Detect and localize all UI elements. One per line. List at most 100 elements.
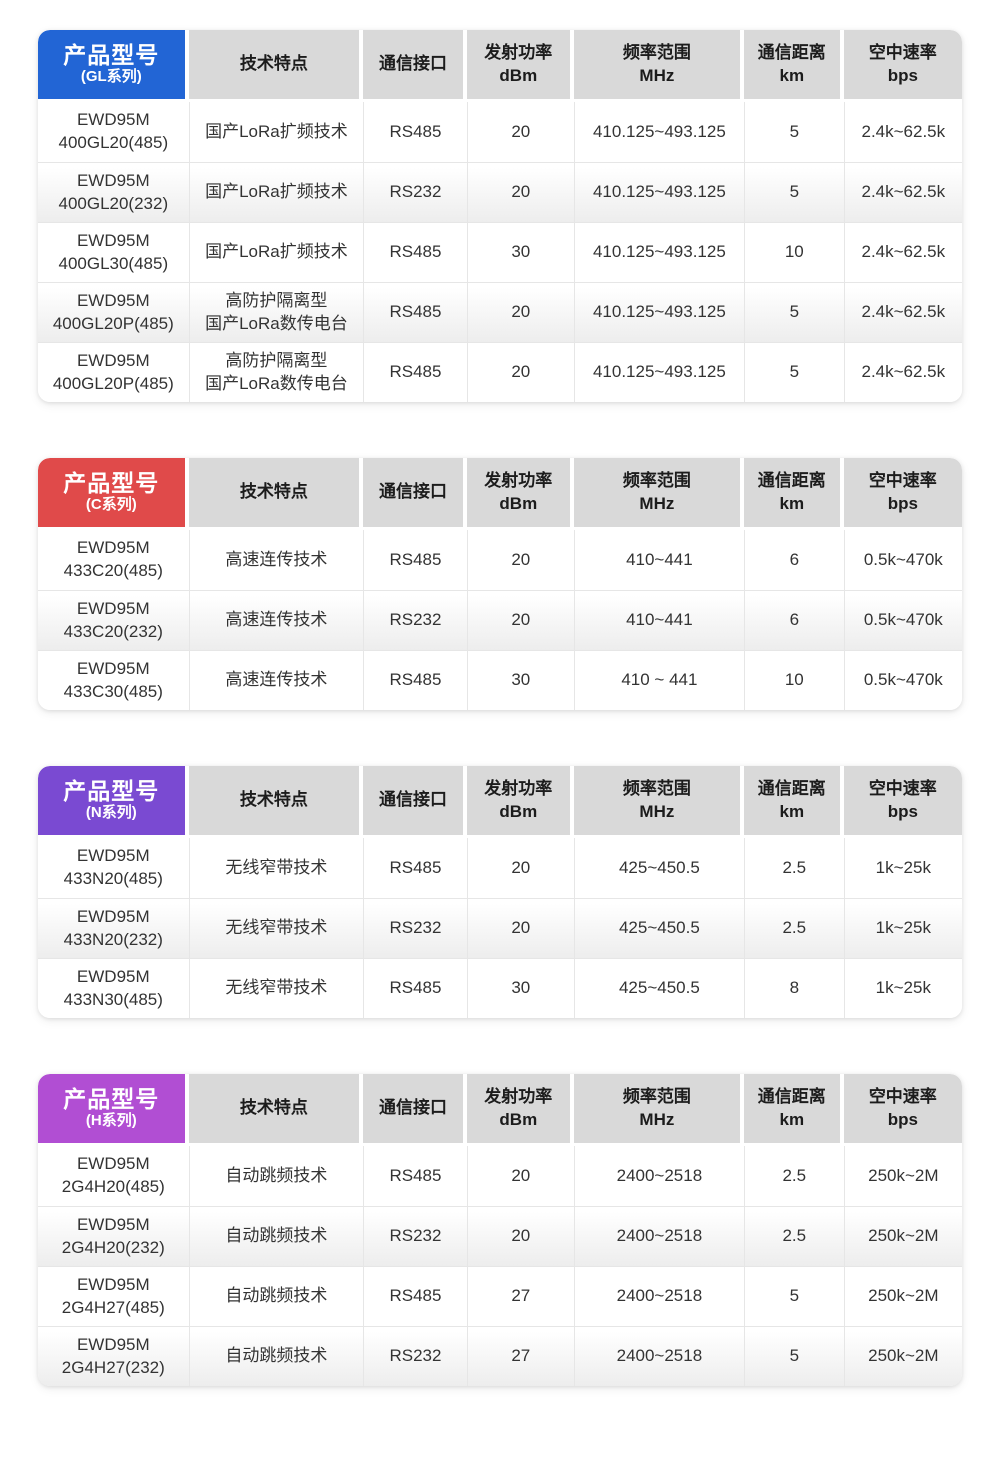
cell-model: EWD95M 433C20(232) — [63, 598, 163, 641]
table-row: EWD95M 433C20(485) 高速连传技术 RS485 20 410~4… — [38, 530, 962, 590]
cell-distance: 8 — [743, 959, 844, 1018]
table-row: EWD95M 2G4H27(232) 自动跳频技术 RS232 27 2400~… — [38, 1326, 962, 1386]
cell-rate: 2.4k~62.5k — [843, 283, 962, 342]
product-header-cell: 产品型号 (N系列) — [38, 766, 189, 835]
cell-distance: 5 — [743, 102, 844, 162]
cell-freq: 410.125~493.125 — [573, 102, 744, 162]
table-row: EWD95M 433N30(485) 无线窄带技术 RS485 30 425~4… — [38, 958, 962, 1018]
cell-rate: 2.4k~62.5k — [843, 163, 962, 222]
cell-interface: RS232 — [363, 163, 466, 222]
table-body: EWD95M 400GL20(485) 国产LoRa扩频技术 RS485 20 … — [38, 102, 962, 402]
cell-rate: 0.5k~470k — [843, 530, 962, 590]
cell-model: EWD95M 2G4H27(485) — [61, 1274, 165, 1317]
cell-power: 20 — [466, 530, 574, 590]
cell-model: EWD95M 400GL20(485) — [58, 110, 169, 152]
cell-power: 20 — [466, 1146, 574, 1206]
product-title: 产品型号 — [63, 469, 160, 496]
cell-rate: 0.5k~470k — [843, 591, 962, 650]
cell-distance: 10 — [743, 651, 844, 710]
table-row: EWD95M 400GL20P(485) 高防护隔离型 国产LoRa数传电台 R… — [38, 282, 962, 342]
product-header-cell: 产品型号 (C系列) — [38, 458, 189, 527]
cell-tech: 自动跳频技术 — [188, 1207, 364, 1266]
cell-tech: 高速连传技术 — [188, 651, 364, 710]
cell-rate: 2.4k~62.5k — [843, 223, 962, 282]
col-header-tech: 技术特点 — [188, 30, 364, 99]
cell-rate: 250k~2M — [843, 1327, 962, 1386]
col-header-interface: 通信接口 — [363, 1074, 467, 1143]
series-label: (H系列) — [85, 1112, 137, 1130]
table-row: EWD95M 400GL20(485) 国产LoRa扩频技术 RS485 20 … — [38, 102, 962, 162]
col-header-power: 发射功率 dBm — [466, 766, 574, 835]
col-header-interface: 通信接口 — [363, 766, 467, 835]
col-header-freq: 频率范围 MHz — [573, 1074, 744, 1143]
cell-distance: 5 — [743, 283, 844, 342]
col-header-distance: 通信距离 km — [743, 1074, 844, 1143]
cell-interface: RS485 — [363, 959, 466, 1018]
cell-distance: 2.5 — [743, 838, 844, 898]
cell-tech: 自动跳频技术 — [188, 1267, 364, 1326]
table-header-row: 产品型号 (GL系列) 技术特点 通信接口 发射功率 dBm 频率范围 MHz … — [38, 30, 962, 102]
cell-distance: 5 — [743, 163, 844, 222]
cell-power: 20 — [466, 899, 574, 958]
cell-interface: RS485 — [363, 1267, 466, 1326]
cell-freq: 410.125~493.125 — [573, 223, 744, 282]
cell-power: 20 — [466, 1207, 574, 1266]
table-row: EWD95M 2G4H20(232) 自动跳频技术 RS232 20 2400~… — [38, 1206, 962, 1266]
cell-freq: 2400~2518 — [573, 1146, 744, 1206]
cell-freq: 410.125~493.125 — [573, 283, 744, 342]
cell-rate: 0.5k~470k — [843, 651, 962, 710]
cell-model: EWD95M 2G4H27(232) — [61, 1334, 165, 1377]
cell-interface: RS485 — [363, 343, 466, 402]
cell-model: EWD95M 400GL20P(485) — [52, 290, 174, 333]
cell-model: EWD95M 433N20(232) — [63, 906, 163, 949]
cell-power: 20 — [466, 102, 574, 162]
cell-power: 20 — [466, 163, 574, 222]
col-header-power: 发射功率 dBm — [466, 30, 574, 99]
col-header-tech: 技术特点 — [188, 766, 364, 835]
table-body: EWD95M 2G4H20(485) 自动跳频技术 RS485 20 2400~… — [38, 1146, 962, 1386]
cell-power: 30 — [466, 651, 574, 710]
product-title: 产品型号 — [63, 1085, 160, 1112]
col-header-rate: 空中速率 bps — [843, 30, 962, 99]
cell-distance: 5 — [743, 1327, 844, 1386]
col-header-interface: 通信接口 — [363, 30, 467, 99]
cell-freq: 425~450.5 — [573, 899, 744, 958]
cell-rate: 250k~2M — [843, 1207, 962, 1266]
spec-table: 产品型号 (N系列) 技术特点 通信接口 发射功率 dBm 频率范围 MHz 通… — [38, 766, 962, 1018]
col-header-distance: 通信距离 km — [743, 766, 844, 835]
cell-interface: RS232 — [363, 899, 466, 958]
col-header-freq: 频率范围 MHz — [573, 30, 744, 99]
spec-table: 产品型号 (C系列) 技术特点 通信接口 发射功率 dBm 频率范围 MHz 通… — [38, 458, 962, 710]
cell-power: 20 — [466, 283, 574, 342]
cell-model: EWD95M 2G4H20(232) — [61, 1214, 165, 1257]
table-row: EWD95M 400GL20P(485) 高防护隔离型 国产LoRa数传电台 R… — [38, 342, 962, 402]
col-header-freq: 频率范围 MHz — [573, 458, 744, 527]
spec-table: 产品型号 (GL系列) 技术特点 通信接口 发射功率 dBm 频率范围 MHz … — [38, 30, 962, 402]
table-row: EWD95M 433N20(485) 无线窄带技术 RS485 20 425~4… — [38, 838, 962, 898]
cell-rate: 2.4k~62.5k — [843, 343, 962, 402]
cell-rate: 1k~25k — [843, 899, 962, 958]
cell-distance: 2.5 — [743, 1207, 844, 1266]
cell-interface: RS485 — [363, 651, 466, 710]
series-label: (C系列) — [85, 496, 137, 514]
product-header-cell: 产品型号 (GL系列) — [38, 30, 189, 99]
cell-freq: 410.125~493.125 — [573, 343, 744, 402]
cell-rate: 2.4k~62.5k — [843, 102, 962, 162]
cell-interface: RS232 — [363, 1327, 466, 1386]
table-header-row: 产品型号 (H系列) 技术特点 通信接口 发射功率 dBm 频率范围 MHz 通… — [38, 1074, 962, 1146]
cell-rate: 250k~2M — [843, 1267, 962, 1326]
col-header-rate: 空中速率 bps — [843, 766, 962, 835]
cell-tech: 无线窄带技术 — [188, 959, 364, 1018]
col-header-interface: 通信接口 — [363, 458, 467, 527]
col-header-distance: 通信距离 km — [743, 458, 844, 527]
product-title: 产品型号 — [63, 41, 160, 68]
table-header-row: 产品型号 (N系列) 技术特点 通信接口 发射功率 dBm 频率范围 MHz 通… — [38, 766, 962, 838]
cell-tech: 高速连传技术 — [188, 530, 364, 590]
cell-distance: 10 — [743, 223, 844, 282]
cell-interface: RS485 — [363, 530, 466, 590]
cell-distance: 5 — [743, 343, 844, 402]
col-header-power: 发射功率 dBm — [466, 1074, 574, 1143]
cell-model: EWD95M 433N30(485) — [63, 966, 163, 1009]
table-row: EWD95M 433N20(232) 无线窄带技术 RS232 20 425~4… — [38, 898, 962, 958]
cell-distance: 6 — [743, 530, 844, 590]
